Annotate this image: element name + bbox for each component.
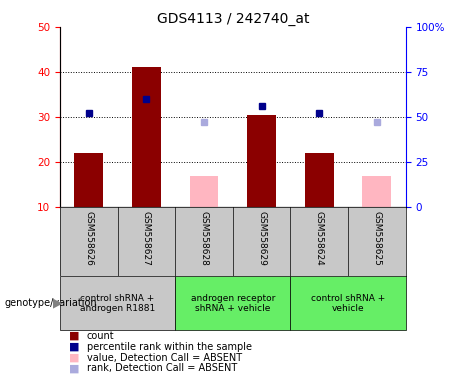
Bar	[189, 176, 219, 207]
Text: androgen receptor
shRNA + vehicle: androgen receptor shRNA + vehicle	[190, 294, 275, 313]
Text: count: count	[87, 331, 114, 341]
Text: ▶: ▶	[53, 297, 63, 310]
Text: ■: ■	[69, 331, 80, 341]
Text: ■: ■	[69, 353, 80, 362]
Bar	[247, 115, 276, 207]
Text: GSM558625: GSM558625	[372, 211, 381, 266]
Title: GDS4113 / 242740_at: GDS4113 / 242740_at	[157, 12, 309, 26]
Text: control shRNA +
vehicle: control shRNA + vehicle	[311, 294, 385, 313]
Text: control shRNA +
androgen R1881: control shRNA + androgen R1881	[80, 294, 155, 313]
Text: genotype/variation: genotype/variation	[5, 298, 97, 308]
Bar	[290, 276, 406, 330]
Text: value, Detection Call = ABSENT: value, Detection Call = ABSENT	[87, 353, 242, 362]
Bar	[60, 276, 175, 330]
Text: GSM558628: GSM558628	[200, 211, 208, 266]
Text: GSM558627: GSM558627	[142, 211, 151, 266]
Bar	[305, 153, 334, 207]
Bar	[362, 176, 391, 207]
Text: GSM558626: GSM558626	[84, 211, 93, 266]
Text: GSM558629: GSM558629	[257, 211, 266, 266]
Text: GSM558624: GSM558624	[315, 211, 324, 266]
Text: rank, Detection Call = ABSENT: rank, Detection Call = ABSENT	[87, 363, 237, 373]
Text: percentile rank within the sample: percentile rank within the sample	[87, 342, 252, 352]
Bar	[74, 153, 103, 207]
Bar	[132, 68, 161, 207]
Bar	[175, 276, 290, 330]
Text: ■: ■	[69, 363, 80, 373]
Text: ■: ■	[69, 342, 80, 352]
